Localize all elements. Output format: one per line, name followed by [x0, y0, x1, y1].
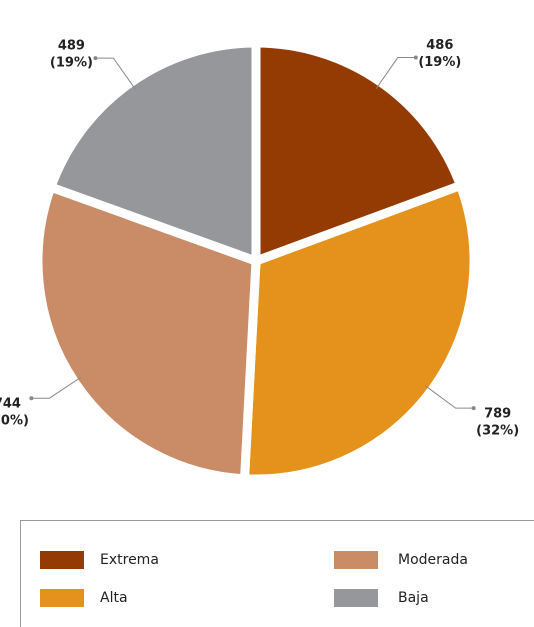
data-label: 489	[58, 39, 85, 54]
leader-dot	[471, 406, 476, 411]
leader-line	[31, 376, 82, 399]
leader-dot	[29, 396, 34, 401]
leader-dot	[413, 55, 418, 60]
legend-label: Alta	[100, 590, 128, 606]
data-label: 744	[0, 397, 21, 412]
legend-swatch	[40, 589, 84, 607]
data-label-percent: (30%)	[0, 414, 29, 429]
leader-dot	[93, 56, 98, 61]
legend-swatch	[334, 589, 378, 607]
legend-swatch	[40, 551, 84, 569]
legend-label: Moderada	[398, 552, 468, 568]
leader-line	[424, 385, 474, 409]
legend-label: Extrema	[100, 552, 159, 568]
leader-line	[95, 57, 136, 90]
legend-label: Baja	[398, 590, 429, 606]
legend-swatch	[334, 551, 378, 569]
data-label-percent: (32%)	[476, 424, 519, 439]
data-label: 789	[484, 407, 511, 422]
leader-line	[375, 57, 416, 90]
data-label-percent: (19%)	[418, 55, 461, 70]
data-label-percent: (19%)	[50, 56, 93, 71]
legend-box	[20, 520, 534, 627]
data-label: 486	[426, 38, 453, 53]
